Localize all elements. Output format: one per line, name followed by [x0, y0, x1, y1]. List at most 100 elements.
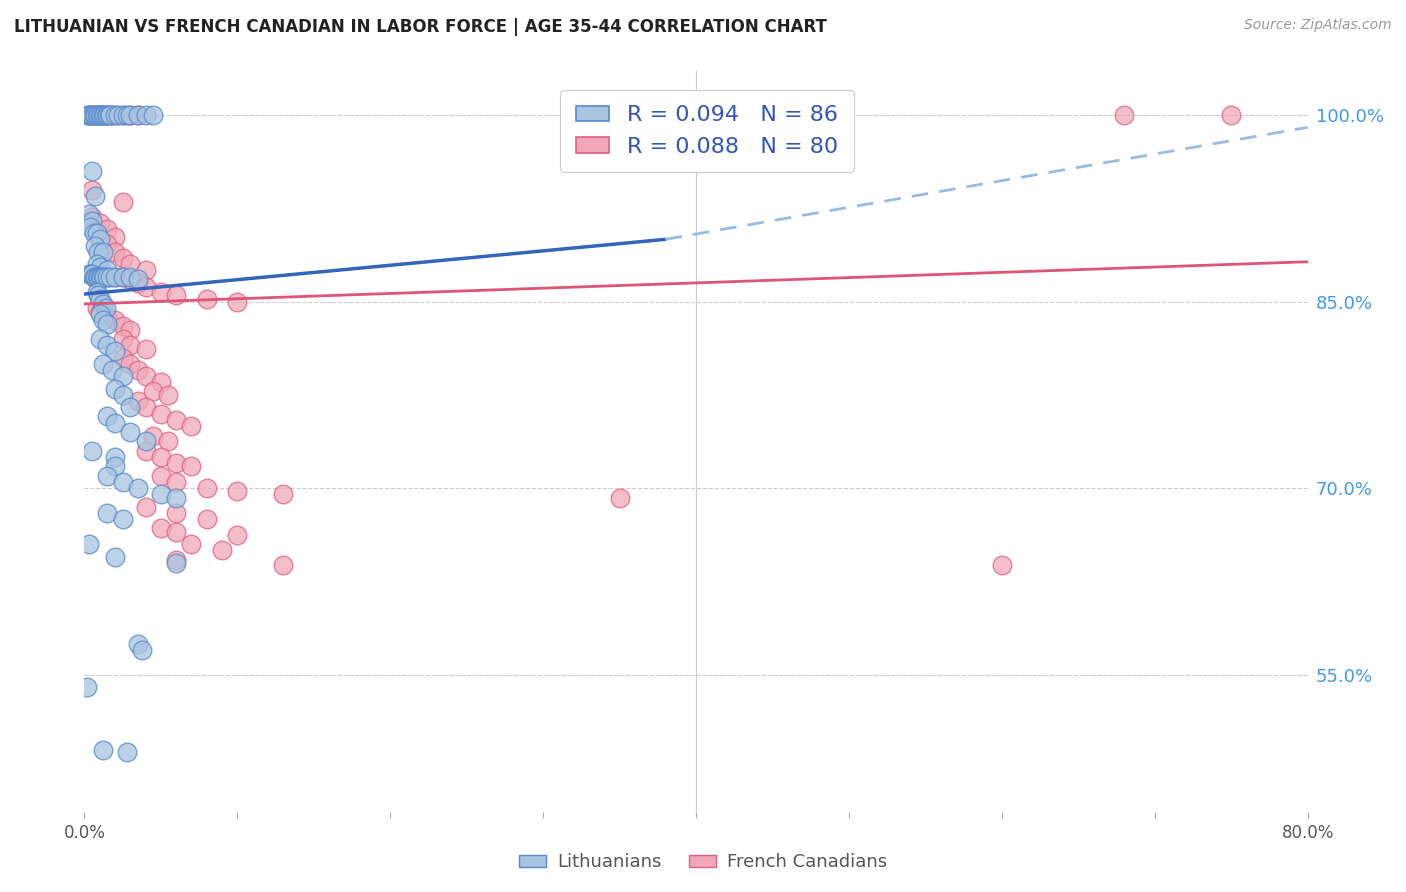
Point — [96, 108, 118, 122]
Point — [111, 269, 134, 284]
Point — [97, 108, 120, 122]
Point — [131, 643, 153, 657]
Point — [96, 269, 118, 284]
Point — [115, 745, 138, 759]
Point — [135, 108, 157, 122]
Point — [86, 301, 108, 315]
Point — [111, 269, 134, 284]
Point — [127, 276, 149, 290]
Point — [83, 269, 105, 284]
Point — [104, 230, 127, 244]
Point — [79, 219, 101, 234]
Point — [142, 108, 165, 122]
Point — [127, 272, 149, 286]
Point — [104, 244, 127, 259]
Point — [80, 108, 103, 122]
Point — [86, 257, 108, 271]
Point — [86, 269, 108, 284]
Point — [96, 317, 118, 331]
Point — [101, 108, 124, 122]
Point — [111, 512, 134, 526]
Point — [157, 388, 180, 402]
Point — [89, 332, 111, 346]
Point — [111, 475, 134, 489]
Point — [107, 108, 129, 122]
Point — [149, 521, 172, 535]
Point — [135, 279, 157, 293]
Point — [89, 304, 111, 318]
Point — [86, 108, 108, 122]
Point — [135, 401, 157, 415]
Point — [120, 272, 142, 286]
Point — [165, 475, 187, 489]
Point — [149, 376, 172, 390]
Point — [127, 108, 149, 122]
Point — [87, 108, 110, 122]
Point — [991, 558, 1014, 573]
Point — [104, 344, 127, 359]
Point — [80, 443, 103, 458]
Point — [87, 244, 110, 259]
Point — [89, 307, 111, 321]
Point — [111, 332, 134, 346]
Point — [84, 188, 107, 202]
Point — [135, 500, 157, 514]
Point — [84, 238, 107, 252]
Point — [120, 269, 142, 284]
Point — [165, 553, 187, 567]
Point — [135, 443, 157, 458]
Point — [127, 108, 149, 122]
Point — [80, 267, 103, 281]
Legend: Lithuanians, French Canadians: Lithuanians, French Canadians — [512, 847, 894, 879]
Point — [165, 413, 187, 427]
Point — [180, 419, 202, 434]
Point — [271, 558, 294, 573]
Point — [96, 468, 118, 483]
Point — [104, 382, 127, 396]
Point — [111, 108, 134, 122]
Point — [226, 294, 249, 309]
Point — [91, 269, 114, 284]
Point — [77, 267, 100, 281]
Point — [80, 213, 103, 227]
Point — [111, 194, 134, 209]
Point — [90, 108, 112, 122]
Point — [90, 269, 112, 284]
Point — [127, 394, 149, 409]
Point — [79, 108, 101, 122]
Point — [77, 207, 100, 221]
Point — [135, 369, 157, 384]
Point — [120, 108, 142, 122]
Point — [89, 216, 111, 230]
Point — [142, 429, 165, 443]
Point — [211, 543, 233, 558]
Point — [111, 251, 134, 265]
Point — [120, 401, 142, 415]
Point — [89, 292, 111, 306]
Point — [83, 108, 105, 122]
Point — [104, 108, 127, 122]
Point — [91, 108, 114, 122]
Point — [89, 269, 111, 284]
Point — [80, 183, 103, 197]
Point — [195, 512, 218, 526]
Point — [91, 269, 114, 284]
Point — [127, 481, 149, 495]
Point — [96, 338, 118, 352]
Point — [80, 108, 103, 122]
Point — [104, 269, 127, 284]
Point — [101, 363, 124, 377]
Point — [84, 269, 107, 284]
Point — [84, 108, 107, 122]
Point — [180, 537, 202, 551]
Point — [89, 232, 111, 246]
Point — [135, 434, 157, 448]
Point — [84, 108, 107, 122]
Point — [87, 269, 110, 284]
Point — [86, 285, 108, 299]
Point — [91, 108, 114, 122]
Point — [165, 556, 187, 570]
Point — [76, 108, 98, 122]
Point — [149, 487, 172, 501]
Point — [96, 108, 118, 122]
